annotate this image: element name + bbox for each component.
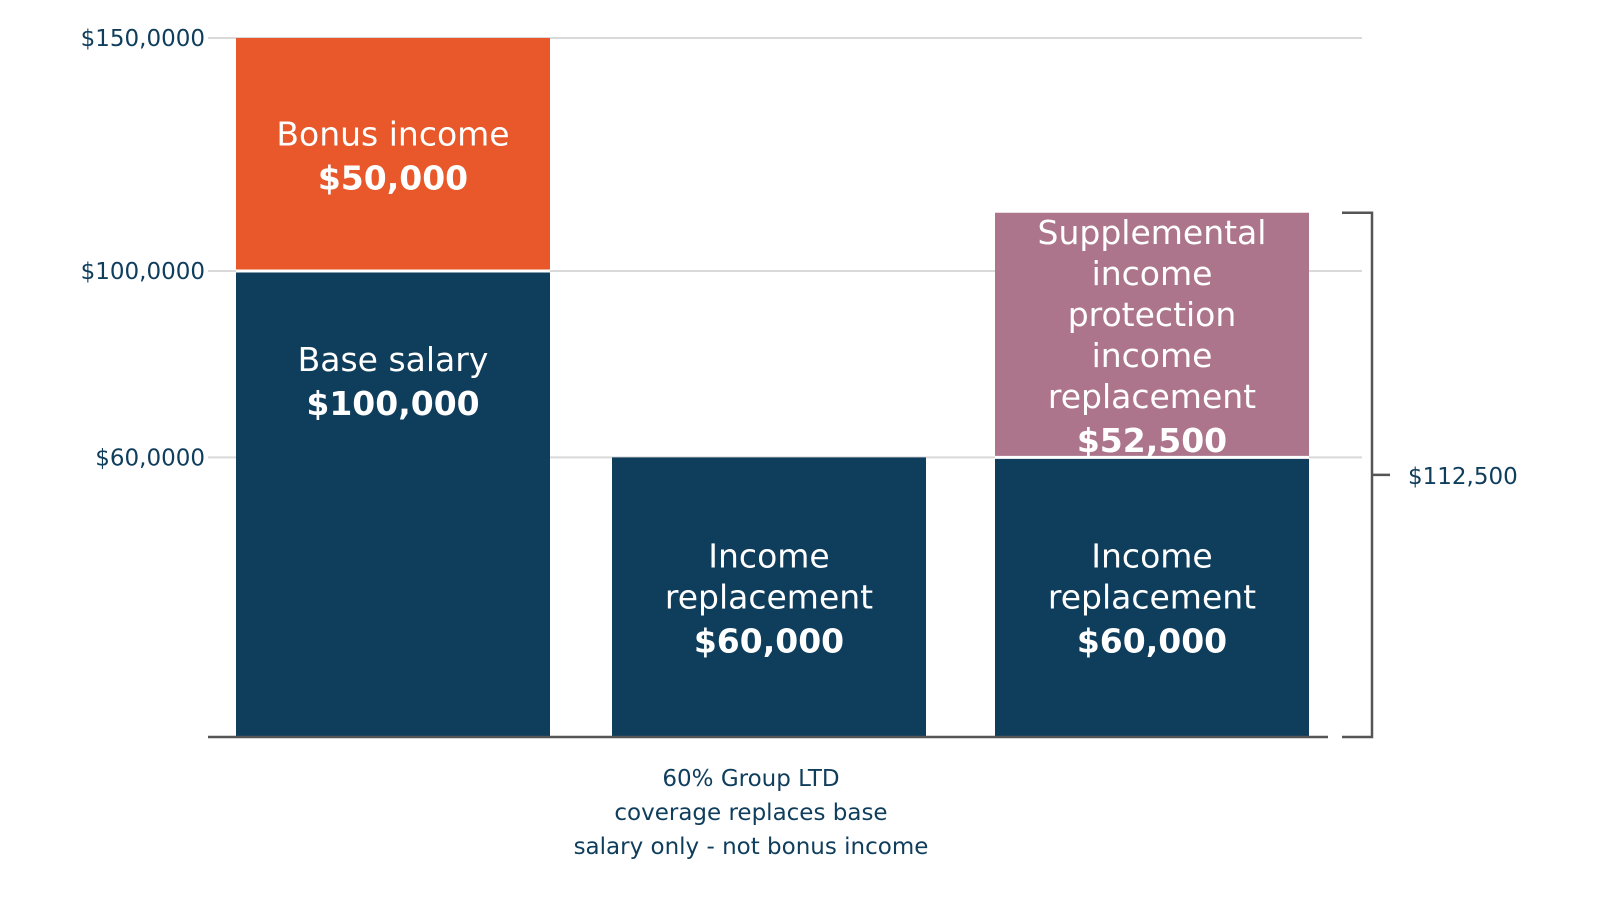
segment-value: $52,500 [1077, 421, 1227, 460]
segment-labels: Base salary $100,000 Bonus income $50,000 In… [276, 114, 1266, 660]
note-line: coverage replaces base [614, 800, 887, 826]
bracket-line [1342, 211, 1374, 739]
bar-segment [995, 457, 1309, 737]
segment-label: Income [1091, 537, 1212, 576]
y-tick-label: $100,0000 [81, 259, 205, 285]
segment-value: $60,000 [694, 622, 844, 661]
bracket-total-label: $112,500 [1408, 464, 1518, 490]
bar-segment [612, 457, 926, 737]
bars [236, 38, 1309, 737]
segment-label: protection [1068, 295, 1237, 334]
note-line: 60% Group LTD [662, 766, 839, 792]
segment-label: replacement [1048, 578, 1256, 617]
segment-label: income [1092, 336, 1213, 375]
axes: $150,0000 $100,0000 $60,0000 [81, 26, 1328, 739]
segment-label: replacement [665, 578, 873, 617]
group-ltd-note: 60% Group LTD coverage replaces base salar… [574, 766, 929, 860]
segment-value: $50,000 [318, 158, 468, 197]
bar-segment [995, 212, 1309, 458]
y-tick-label: $150,0000 [81, 26, 205, 52]
note-line: salary only - not bonus income [574, 834, 929, 860]
segment-label: Bonus income [276, 114, 509, 153]
bar-segment [236, 271, 550, 737]
segment-label: Income [708, 537, 829, 576]
segment-label: Base salary [298, 340, 489, 379]
segment-label: Supplemental [1038, 213, 1267, 252]
segment-value: $100,000 [306, 384, 479, 423]
segment-label: replacement [1048, 377, 1256, 416]
bar-segment [236, 38, 550, 271]
y-tick-label: $60,0000 [95, 445, 205, 471]
total-bracket: $112,500 [1342, 211, 1518, 739]
segment-value: $60,000 [1077, 622, 1227, 661]
segment-label: income [1092, 254, 1213, 293]
